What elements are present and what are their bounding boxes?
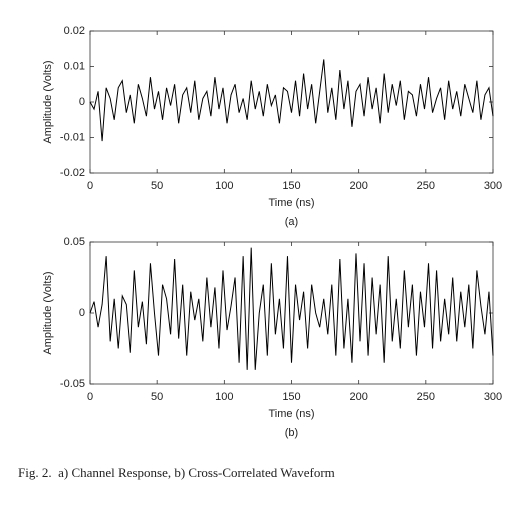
x-tick-label: 300 bbox=[484, 180, 502, 192]
x-tick-label: 250 bbox=[417, 391, 435, 403]
y-tick-label: 0.02 bbox=[64, 25, 85, 37]
x-axis-label: Time (ns) bbox=[268, 197, 314, 209]
sub-label: (a) bbox=[285, 216, 298, 228]
y-tick-label: 0.01 bbox=[64, 60, 85, 72]
x-tick-label: 50 bbox=[151, 391, 163, 403]
y-tick-label: -0.02 bbox=[60, 167, 85, 179]
sub-label: (b) bbox=[285, 427, 298, 439]
y-tick-label: 0.05 bbox=[64, 236, 85, 248]
x-tick-label: 200 bbox=[349, 391, 367, 403]
y-tick-label: 0 bbox=[79, 96, 85, 108]
x-tick-label: 0 bbox=[87, 391, 93, 403]
signal-line bbox=[89, 59, 494, 142]
x-axis-label: Time (ns) bbox=[268, 408, 314, 420]
plot-frame bbox=[89, 30, 494, 174]
x-tick-label: 200 bbox=[349, 180, 367, 192]
y-axis-label: Amplitude (Volts) bbox=[42, 60, 54, 143]
x-tick-label: 0 bbox=[87, 180, 93, 192]
x-tick-label: 50 bbox=[151, 180, 163, 192]
x-tick-label: 300 bbox=[484, 391, 502, 403]
y-tick-label: -0.01 bbox=[60, 131, 85, 143]
y-axis-label: Amplitude (Volts) bbox=[42, 271, 54, 354]
x-tick-label: 100 bbox=[215, 180, 233, 192]
x-tick-label: 150 bbox=[282, 180, 300, 192]
x-tick-label: 150 bbox=[282, 391, 300, 403]
signal-line bbox=[89, 247, 494, 370]
caption: Fig. 2. a) Channel Response, b) Cross-Co… bbox=[18, 465, 335, 480]
x-tick-label: 100 bbox=[215, 391, 233, 403]
y-tick-label: -0.05 bbox=[60, 378, 85, 390]
x-tick-label: 250 bbox=[417, 180, 435, 192]
y-tick-label: 0 bbox=[79, 307, 85, 319]
